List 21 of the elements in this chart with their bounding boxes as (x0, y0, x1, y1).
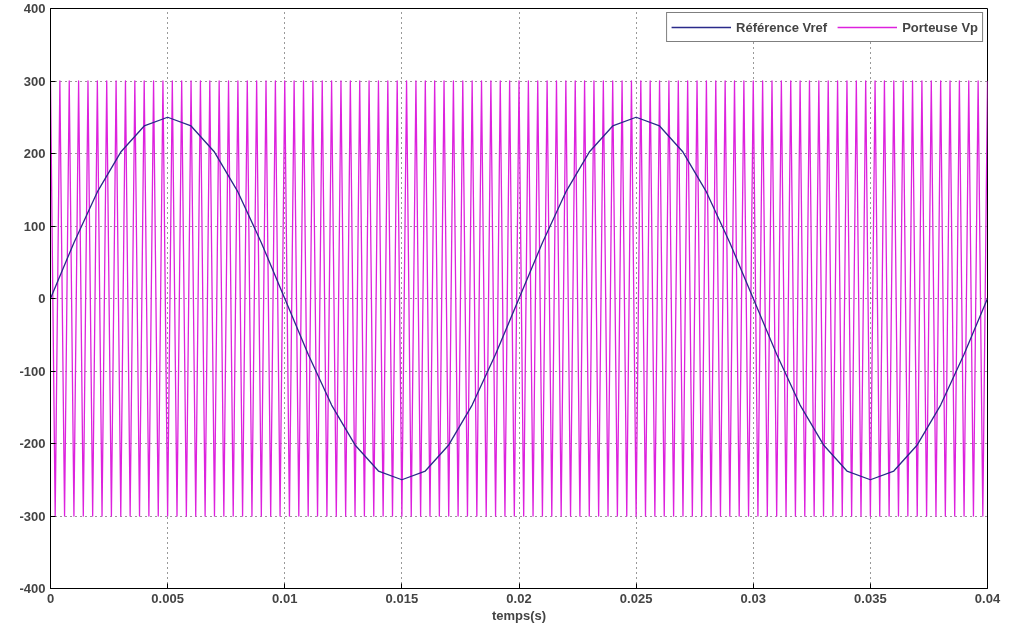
y-tick-label: -200 (19, 436, 46, 451)
legend-label: Porteuse Vp (902, 19, 978, 35)
line-series (50, 116, 988, 481)
y-tick-label: -300 (19, 508, 46, 524)
y-tick-label: -100 (19, 363, 46, 379)
y-tick-label: 100 (23, 218, 46, 234)
x-tick-label: 0.005 (151, 590, 184, 606)
x-tick-label: 0.02 (506, 590, 532, 606)
x-tick-label: 0.04 (974, 590, 1001, 606)
x-tick-label: 0.015 (385, 590, 419, 606)
x-axis-title: temps(s) (491, 607, 547, 623)
x-tick-label: 0.03 (740, 590, 766, 606)
y-tick-label: 300 (23, 73, 46, 89)
y-tick-label: 400 (23, 1, 46, 16)
x-tick-label: 0.01 (272, 590, 298, 606)
y-tick-label: -400 (19, 581, 46, 596)
y-tick-label: 0 (38, 291, 46, 306)
x-tick-label: 0.035 (854, 590, 887, 606)
legend-label: Référence Vref (736, 19, 828, 35)
y-tick-label: 200 (23, 146, 46, 161)
x-tick-label: 0.025 (619, 590, 653, 606)
